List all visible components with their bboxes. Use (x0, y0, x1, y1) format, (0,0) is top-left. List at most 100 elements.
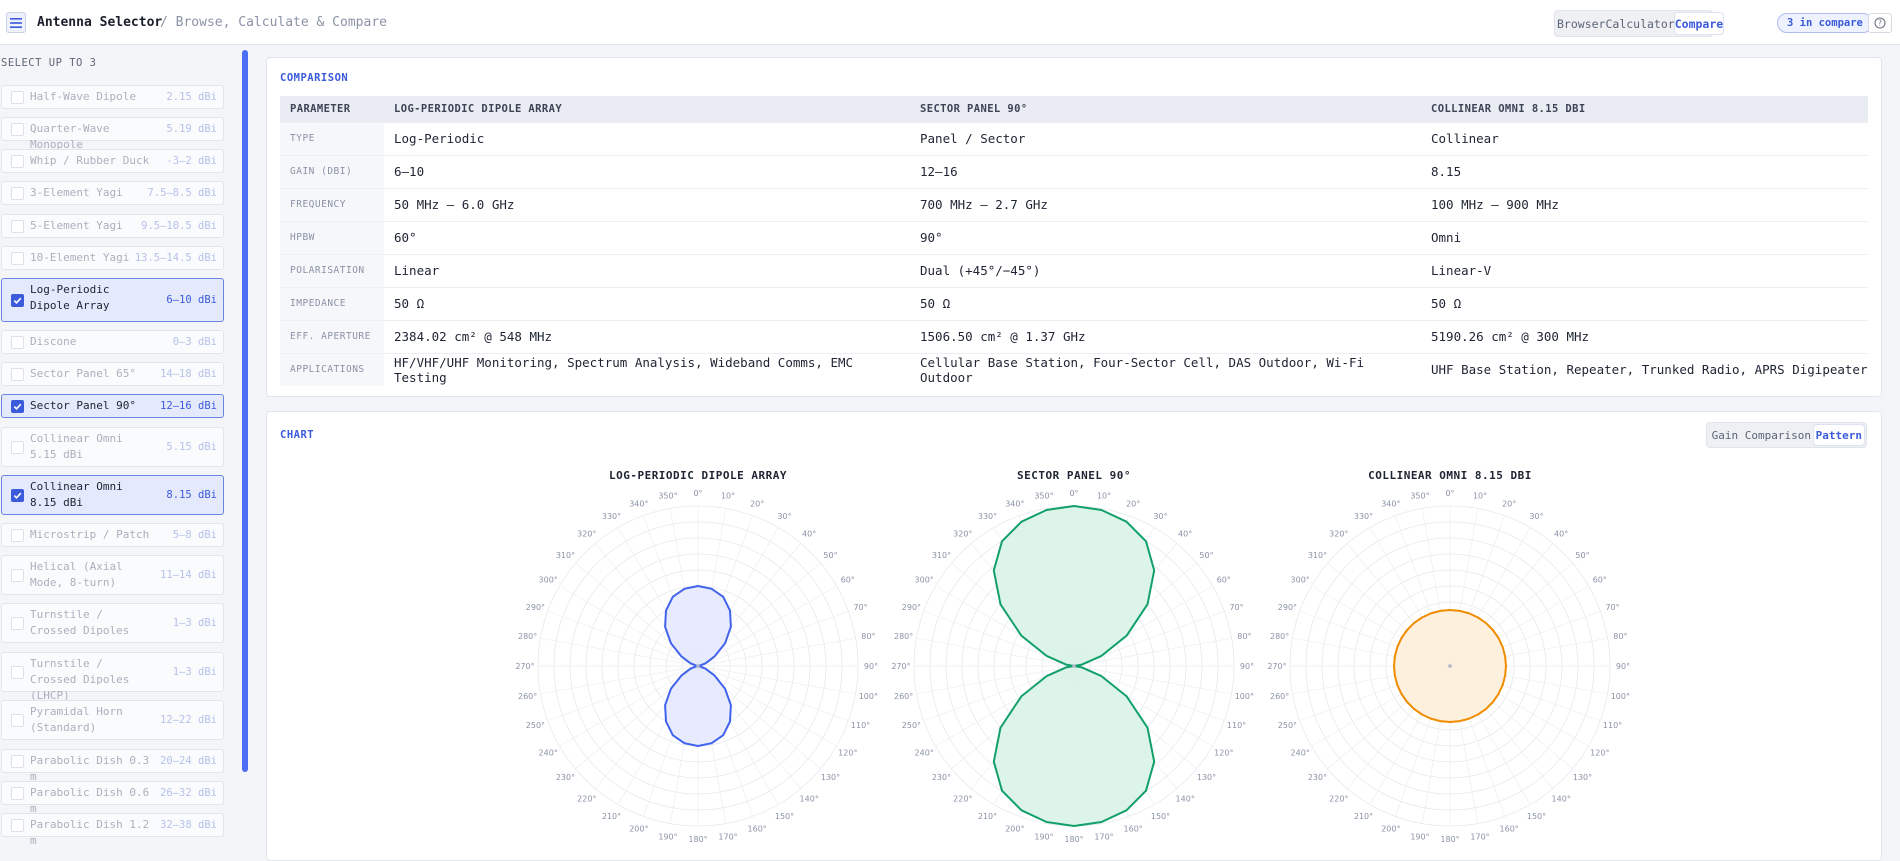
checkbox[interactable] (11, 786, 24, 800)
checkbox[interactable] (11, 488, 24, 502)
sidebar-item[interactable]: Collinear Omni 8.15 dBi 8.15 dBi (1, 475, 224, 515)
checkbox[interactable] (11, 251, 24, 265)
angle-tick-label: 200° (629, 825, 648, 834)
sidebar-item-label: Whip / Rubber Duck (30, 154, 150, 167)
comparison-title: COMPARISON (280, 72, 349, 84)
sidebar-item-gain: 12–22 dBi (160, 714, 217, 726)
pattern-button[interactable]: Pattern (1813, 425, 1864, 445)
table-row: GAIN (DBI) 6–10 12–16 8.15 (280, 154, 1868, 188)
compare-count-badge[interactable]: 3 in compare (1777, 13, 1873, 33)
sidebar-item[interactable]: Log-Periodic Dipole Array 6–10 dBi (1, 278, 224, 322)
tab-compare[interactable]: Compare (1674, 13, 1724, 34)
value-cell: Omni (1421, 220, 1868, 254)
angle-tick-label: 260° (518, 692, 537, 701)
grid-spoke (559, 665, 699, 747)
checkbox[interactable] (11, 122, 24, 136)
angle-tick-label: 50° (823, 551, 837, 560)
sidebar-item[interactable]: Turnstile / Crossed Dipoles (LHCP) 1–3 dB… (1, 652, 224, 702)
sidebar-scrollbar[interactable] (242, 50, 248, 772)
angle-tick-label: 350° (658, 492, 677, 501)
angle-tick-label: 80° (861, 632, 875, 641)
angle-tick-label: 110° (1603, 721, 1622, 730)
angle-tick-label: 120° (1590, 749, 1609, 758)
polar-chart-collinear-omni: 0° 10° 20° 30° 40° 50° 60° 70° 80° 90° 100° 110° 120… (1267, 489, 1630, 844)
sidebar-item[interactable]: Helical (Axial Mode, 8-turn) 11–14 dBi (1, 555, 224, 595)
sidebar-item-gain: 14–18 dBi (160, 368, 217, 380)
sidebar-item[interactable]: Collinear Omni 5.15 dBi 5.15 dBi (1, 427, 224, 467)
sidebar-item[interactable]: Microstrip / Patch 5–8 dBi (1, 523, 224, 547)
sidebar-item[interactable]: Pyramidal Horn (Standard) 12–22 dBi (1, 700, 224, 740)
angle-tick-label: 180° (1064, 835, 1083, 844)
angle-tick-label: 230° (556, 773, 575, 782)
sidebar-item-gain: 7.5–8.5 dBi (147, 187, 217, 199)
sidebar-item[interactable]: Half-Wave Dipole 2.15 dBi (1, 85, 224, 109)
sidebar-item[interactable]: Parabolic Dish 0.3 m 20–24 dBi (1, 749, 224, 783)
sidebar-item[interactable]: 5-Element Yagi 9.5–10.5 dBi (1, 214, 224, 238)
sidebar-item[interactable]: Parabolic Dish 1.2 m 32–38 dBi (1, 813, 224, 847)
tab-browser[interactable]: Browser (1557, 17, 1606, 31)
checkbox[interactable] (11, 440, 24, 454)
checkbox[interactable] (11, 616, 24, 630)
angle-tick-label: 300° (915, 576, 934, 585)
checkbox[interactable] (11, 90, 24, 104)
checkbox[interactable] (11, 568, 24, 582)
sidebar-item[interactable]: 3-Element Yagi 7.5–8.5 dBi (1, 181, 224, 205)
sidebar-item[interactable]: Quarter-Wave Monopole 5.19 dBi (1, 117, 224, 151)
pattern-series (664, 585, 732, 747)
value-cell: Collinear (1421, 121, 1868, 155)
sidebar-item-label: Turnstile / Crossed Dipoles (30, 608, 130, 637)
sidebar-heading: SELECT UP TO 3 (1, 57, 97, 69)
value-cell: 90° (910, 220, 1421, 254)
checkbox[interactable] (11, 293, 24, 307)
sidebar-item-label: Microstrip / Patch (30, 528, 150, 541)
grid-spoke (697, 665, 849, 722)
checkbox[interactable] (11, 528, 24, 542)
svg-text:?: ? (1878, 19, 1882, 28)
sidebar-item[interactable]: Discone 0–3 dBi (1, 330, 224, 354)
origin-dot (1448, 664, 1452, 668)
parameter-cell: GAIN (DBI) (280, 154, 384, 188)
sidebar-item-label: Log-Periodic Dipole Array (30, 283, 110, 312)
angle-tick-label: 210° (602, 812, 621, 821)
value-cell: 50 Ω (910, 286, 1421, 320)
angle-tick-label: 100° (1611, 692, 1630, 701)
angle-tick-label: 40° (802, 529, 816, 538)
column-header: COLLINEAR OMNI 8.15 DBI (1421, 96, 1868, 122)
checkbox[interactable] (11, 186, 24, 200)
sidebar-item[interactable]: 10-Element Yagi 13.5–14.5 dBi (1, 246, 224, 270)
checkbox[interactable] (11, 754, 24, 768)
pattern-series (992, 505, 1156, 827)
value-cell: Panel / Sector (910, 121, 1421, 155)
sidebar-item[interactable]: Whip / Rubber Duck -3–2 dBi (1, 149, 224, 173)
sidebar-item[interactable]: Sector Panel 65° 14–18 dBi (1, 362, 224, 386)
hamburger-icon[interactable] (6, 12, 26, 33)
sidebar-item[interactable]: Turnstile / Crossed Dipoles 1–3 dBi (1, 603, 224, 643)
grid-spoke (1073, 637, 1232, 667)
angle-tick-label: 190° (1410, 832, 1429, 841)
angle-tick-label: 320° (1329, 529, 1348, 538)
checkbox[interactable] (11, 399, 24, 413)
tab-calculator[interactable]: Calculator (1605, 17, 1675, 31)
angle-tick-label: 90° (1616, 662, 1630, 671)
sidebar-item-gain: 5.19 dBi (166, 123, 217, 135)
sidebar-item[interactable]: Sector Panel 90° 12–16 dBi (1, 394, 224, 418)
gain-comparison-button[interactable]: Gain Comparison (1711, 429, 1811, 442)
angle-tick-label: 70° (1229, 603, 1243, 612)
checkbox[interactable] (11, 154, 24, 168)
checkbox[interactable] (11, 367, 24, 381)
checkbox[interactable] (11, 713, 24, 727)
question-icon[interactable]: ? (1868, 13, 1892, 33)
checkbox[interactable] (11, 665, 24, 679)
checkbox[interactable] (11, 335, 24, 349)
angle-tick-label: 220° (1329, 795, 1348, 804)
checkbox[interactable] (11, 818, 24, 832)
sidebar-item-label: Pyramidal Horn (Standard) (30, 705, 123, 734)
grid-spoke (540, 665, 699, 695)
angle-tick-label: 140° (800, 795, 819, 804)
angle-tick-label: 150° (775, 812, 794, 821)
angle-tick-label: 40° (1178, 529, 1192, 538)
angle-tick-label: 180° (688, 835, 707, 844)
sidebar-item-label: Sector Panel 65° (30, 367, 136, 380)
checkbox[interactable] (11, 219, 24, 233)
sidebar-item[interactable]: Parabolic Dish 0.6 m 26–32 dBi (1, 781, 224, 815)
